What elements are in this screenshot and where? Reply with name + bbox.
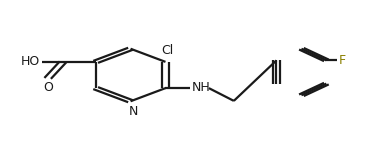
Text: O: O xyxy=(43,81,53,94)
Text: Cl: Cl xyxy=(161,44,174,57)
Text: HO: HO xyxy=(21,55,40,68)
Text: F: F xyxy=(339,54,346,67)
Text: N: N xyxy=(129,105,138,118)
Text: NH: NH xyxy=(192,81,211,94)
